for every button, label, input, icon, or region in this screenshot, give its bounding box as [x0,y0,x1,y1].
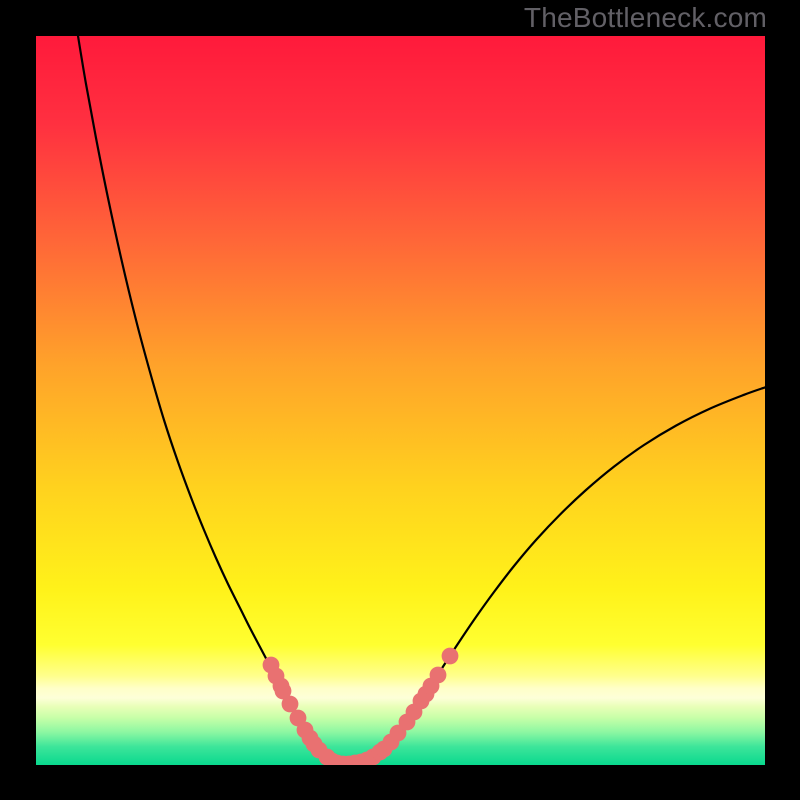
marker-layer [263,648,459,765]
plot-svg [36,36,765,765]
watermark-text: TheBottleneck.com [524,2,767,34]
data-marker [430,667,447,684]
bottleneck-curve [78,36,765,764]
plot-frame [36,36,765,765]
data-marker [442,648,459,665]
